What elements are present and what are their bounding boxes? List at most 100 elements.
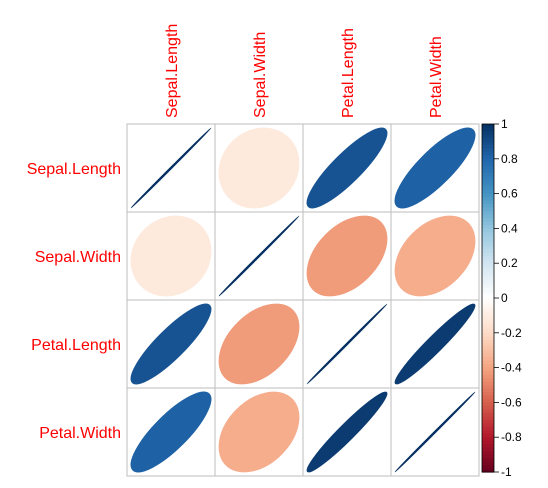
colorbar-tick-label: 1 bbox=[501, 117, 508, 131]
colorbar-segment bbox=[482, 183, 494, 188]
colorbar-segment bbox=[482, 217, 494, 223]
colorbar-segment bbox=[482, 433, 494, 438]
colorbar-segment bbox=[482, 405, 494, 410]
colorbar-segment bbox=[482, 134, 494, 139]
colorbar-segment bbox=[482, 245, 494, 250]
colorbar-tick-label: -0.2 bbox=[501, 326, 522, 340]
ellipse-Sepal.Length-Sepal.Length bbox=[130, 127, 212, 209]
colorbar-tick-label: -0.8 bbox=[501, 430, 522, 444]
correlation-glyphs bbox=[130, 127, 476, 473]
colorbar-segment bbox=[482, 144, 494, 149]
ellipse-Petal.Length-Petal.Length bbox=[306, 303, 388, 385]
colorbar-segment bbox=[482, 304, 494, 310]
colorbar-segment bbox=[482, 231, 494, 236]
column-labels: Sepal.Length Sepal.Width Petal.Length Petal… bbox=[164, 24, 445, 118]
colorbar-tick-label: 0.6 bbox=[501, 187, 518, 201]
colorbar-segment bbox=[482, 211, 494, 216]
colorbar-segment bbox=[482, 298, 494, 303]
colorbar-segment bbox=[482, 277, 494, 282]
colorbar-segment bbox=[482, 458, 494, 463]
colorbar-segment bbox=[482, 280, 494, 285]
colorbar-tick-label: 0.8 bbox=[501, 152, 518, 166]
colorbar-segment bbox=[482, 169, 494, 174]
colorbar-segment bbox=[482, 238, 494, 243]
colorbar-segment bbox=[482, 360, 494, 365]
ellipse-Sepal.Width-Petal.Width bbox=[394, 215, 476, 297]
ellipse-Petal.Length-Sepal.Width bbox=[218, 303, 300, 385]
colorbar-segment bbox=[482, 294, 494, 299]
ellipse-Sepal.Width-Sepal.Width bbox=[218, 215, 300, 297]
colorbar-segment bbox=[482, 343, 494, 348]
colorbar-tick-label: 0 bbox=[501, 291, 508, 305]
colorbar-segment bbox=[482, 353, 494, 358]
colorbar-segment bbox=[482, 124, 494, 129]
colorbar-segment bbox=[482, 263, 494, 268]
colorbar-segment bbox=[482, 235, 494, 240]
colorbar-segment bbox=[482, 419, 494, 424]
colorbar-segment bbox=[482, 176, 494, 181]
colorbar-segment bbox=[482, 249, 494, 254]
colorbar-tick-label: 0.4 bbox=[501, 221, 518, 235]
ellipse-Sepal.Length-Petal.Length bbox=[306, 127, 388, 209]
colorbar-segment bbox=[482, 311, 494, 316]
colorbar-segment bbox=[482, 193, 494, 198]
colorbar-segment bbox=[482, 207, 494, 212]
ellipse-Sepal.Width-Sepal.Length bbox=[130, 215, 212, 297]
ellipse-Petal.Length-Sepal.Length bbox=[130, 303, 212, 385]
row-labels: Sepal.Length Sepal.Width Petal.Length Petal… bbox=[27, 161, 121, 442]
colorbar-segment bbox=[482, 381, 494, 386]
colorbar-segment bbox=[482, 346, 494, 351]
colorbar-tick-label: 0.2 bbox=[501, 256, 518, 270]
colorbar-segment bbox=[482, 165, 494, 170]
colorbar-segment bbox=[482, 127, 494, 132]
colorbar-segment bbox=[482, 364, 494, 369]
colorbar-segment bbox=[482, 451, 494, 456]
colorbar-segment bbox=[482, 444, 494, 449]
row-label: Petal.Length bbox=[31, 337, 121, 354]
colorbar-segment bbox=[482, 339, 494, 344]
colorbar-segment bbox=[482, 252, 494, 257]
colorbar-segment bbox=[482, 318, 494, 323]
colorbar-segment bbox=[482, 197, 494, 202]
ellipse-Sepal.Length-Sepal.Width bbox=[218, 127, 300, 209]
colorbar-tick-label: -0.4 bbox=[501, 361, 522, 375]
colorbar-segment bbox=[482, 398, 494, 403]
colorbar-segment bbox=[482, 308, 494, 313]
colorbar-segment bbox=[482, 172, 494, 177]
colorbar-segment bbox=[482, 224, 494, 229]
colorbar-segment bbox=[482, 162, 494, 167]
colorbar-segment bbox=[482, 409, 494, 414]
colorbar-segment bbox=[482, 273, 494, 278]
colorbar-segment bbox=[482, 325, 494, 330]
colorbar-segment bbox=[482, 454, 494, 459]
colorbar-segment bbox=[482, 130, 494, 136]
colorbar-segment bbox=[482, 315, 494, 320]
ellipse-Petal.Width-Petal.Width bbox=[394, 391, 476, 473]
colorbar-segment bbox=[482, 287, 494, 292]
colorbar-segment bbox=[482, 412, 494, 417]
colorbar-segment bbox=[482, 426, 494, 431]
colorbar-segment bbox=[482, 148, 494, 153]
colorbar-segment bbox=[482, 155, 494, 160]
column-label: Sepal.Length bbox=[164, 24, 181, 118]
colorbar-segment bbox=[482, 461, 494, 466]
color-legend: 1 0.8 0.6 0.4 0.2 0 -0.2 -0.4 -0.6 -0.8 -1 bbox=[481, 117, 522, 479]
colorbar-segment bbox=[482, 371, 494, 376]
colorbar-segment bbox=[482, 266, 494, 271]
colorbar-segment bbox=[482, 301, 494, 306]
colorbar-segment bbox=[482, 228, 494, 233]
colorbar-segment bbox=[482, 291, 494, 296]
colorbar-segment bbox=[482, 385, 494, 390]
column-label: Petal.Width bbox=[428, 36, 445, 118]
colorbar-segment bbox=[482, 242, 494, 247]
ellipse-Petal.Width-Sepal.Width bbox=[218, 391, 300, 473]
colorbar-segment bbox=[482, 322, 494, 327]
colorbar-segment bbox=[482, 437, 494, 442]
colorbar-segment bbox=[482, 388, 494, 393]
ellipse-Sepal.Length-Petal.Width bbox=[394, 127, 476, 209]
colorbar-segment bbox=[482, 221, 494, 226]
colorbar-tick-label: -0.6 bbox=[501, 395, 522, 409]
colorbar-segment bbox=[482, 141, 494, 146]
colorbar-segment bbox=[482, 416, 494, 421]
colorbar-segment bbox=[482, 256, 494, 261]
